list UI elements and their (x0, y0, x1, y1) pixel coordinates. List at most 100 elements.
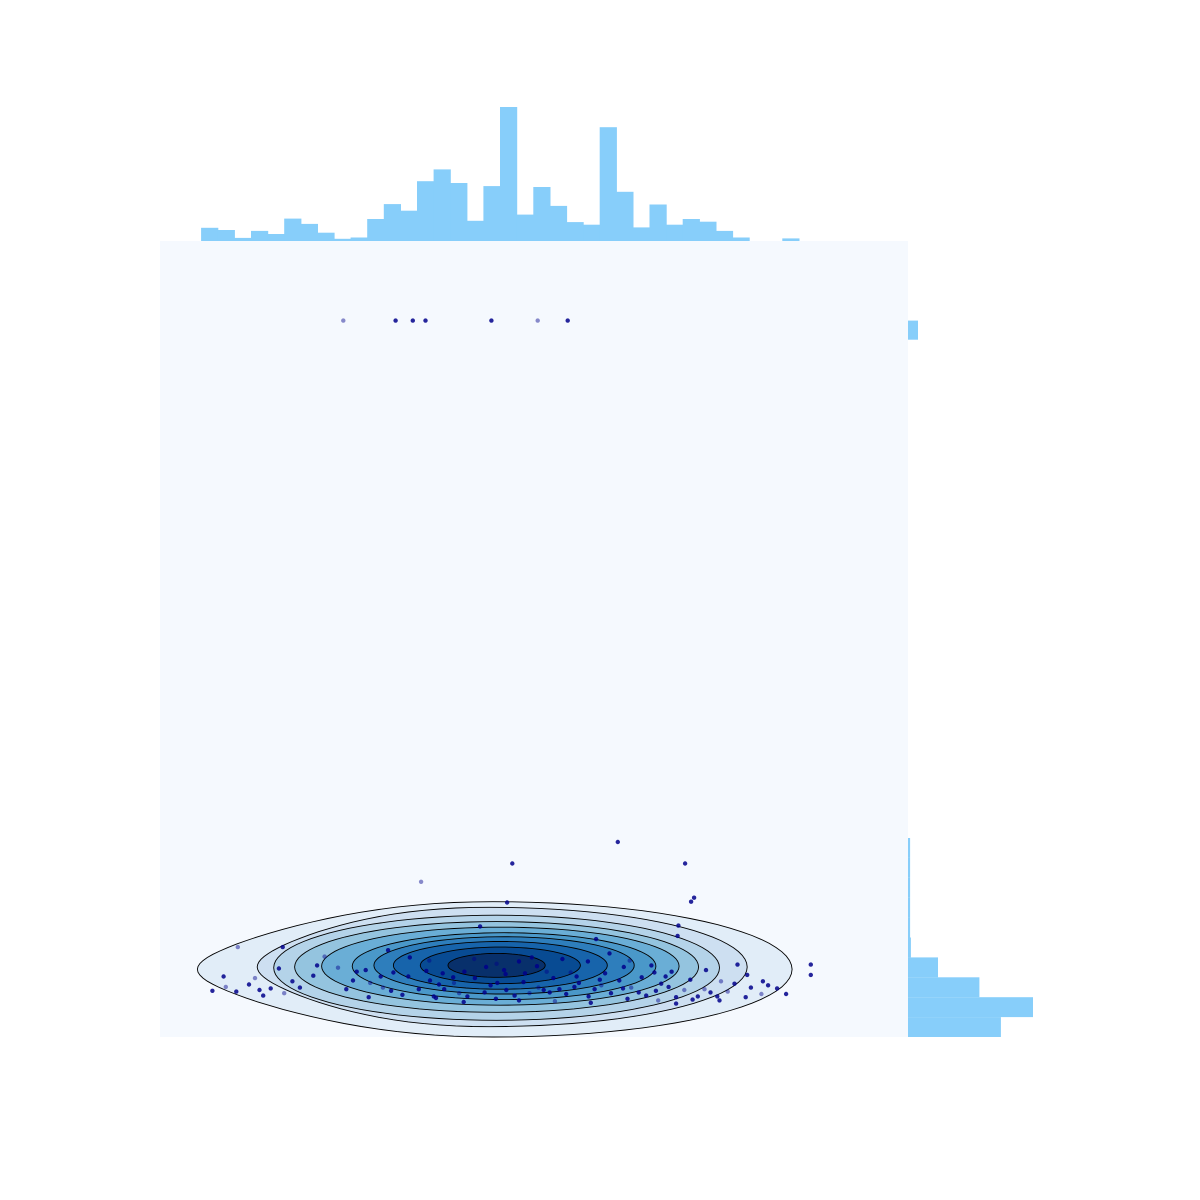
scatter-point (221, 974, 226, 979)
scatter-point (597, 977, 602, 982)
scatter-point (436, 982, 442, 987)
scatter-point (745, 972, 750, 978)
scatter-point (393, 318, 398, 323)
y-hist-bar (908, 838, 911, 858)
scatter-point (354, 969, 359, 974)
scatter-point (621, 964, 626, 970)
y-hist-bar (908, 937, 911, 958)
scatter-point (675, 933, 680, 939)
x-hist-bar (433, 169, 451, 241)
scatter-point (765, 983, 771, 988)
scatter-point (688, 977, 693, 982)
scatter-point (451, 980, 457, 986)
scatter-point (504, 987, 509, 993)
scatter-point (669, 969, 674, 974)
scatter-point (268, 986, 273, 991)
scatter-point (608, 991, 614, 996)
scatter-point (663, 974, 668, 979)
x-hist-bar (682, 219, 700, 241)
scatter-point (592, 987, 597, 992)
scatter-point (461, 999, 466, 1005)
x-hist-bar (400, 210, 418, 241)
scatter-point (314, 963, 320, 968)
scatter-point (656, 998, 661, 1003)
scatter-point (718, 979, 724, 984)
y-hist-bar (908, 977, 980, 998)
x-hist-bar (533, 187, 551, 241)
scatter-point (368, 980, 373, 986)
scatter-point (547, 990, 552, 995)
scatter-point (625, 996, 630, 1001)
x-hist-bar (782, 238, 800, 241)
scatter-point (350, 978, 356, 983)
scatter-point (620, 986, 626, 991)
scatter-point (615, 839, 620, 845)
scatter-point (223, 984, 228, 990)
x-hist-bar (666, 224, 684, 241)
scatter-point (588, 1000, 593, 1005)
scatter-point (629, 985, 634, 990)
scatter-point (560, 956, 565, 962)
scatter-point (297, 985, 303, 990)
x-hist-bar (417, 181, 435, 241)
x-hist-bar (583, 224, 601, 241)
scatter-point (653, 988, 659, 993)
x-hist-bar (317, 232, 335, 241)
scatter-point (627, 958, 632, 963)
scatter-point (442, 987, 447, 992)
scatter-point (732, 981, 737, 986)
x-hist-bar (450, 183, 468, 241)
scatter-point (344, 987, 349, 992)
scatter-point (424, 968, 429, 974)
x-hist-bar (649, 204, 667, 241)
scatter-point (210, 988, 215, 993)
x-hist-bar (284, 218, 302, 241)
scatter-point (639, 975, 644, 980)
scatter-point (512, 993, 517, 998)
scatter-point (551, 975, 556, 981)
scatter-point (385, 948, 391, 953)
scatter-point (483, 964, 489, 970)
y-hist-bar (908, 957, 938, 978)
scatter-point (378, 974, 383, 979)
scatter-point (593, 936, 599, 942)
scatter-point (688, 899, 694, 904)
scatter-point (572, 984, 577, 990)
scatter-point (341, 318, 346, 323)
scatter-point (529, 955, 534, 960)
scatter-point (586, 994, 591, 999)
scatter-point (682, 861, 688, 866)
scatter-point (488, 983, 493, 988)
x-hist-bar (217, 230, 235, 241)
scatter-point (400, 992, 405, 997)
scatter-point (276, 966, 282, 971)
scatter-point (536, 985, 541, 990)
scatter-point (423, 318, 428, 323)
scatter-point (410, 318, 415, 323)
scatter-point (702, 987, 707, 992)
scatter-point (748, 985, 754, 990)
scatter-point (465, 994, 470, 999)
x-hist-bar (267, 234, 285, 241)
y-hist-bar (908, 877, 911, 898)
scatter-point (489, 318, 494, 323)
scatter-point (407, 955, 412, 960)
x-hist-bar (549, 205, 568, 241)
y-hist-bar (908, 857, 911, 878)
scatter-point (599, 983, 604, 988)
scatter-point (783, 991, 789, 997)
scatter-point (565, 318, 570, 323)
kde-contour-level-10 (447, 952, 546, 978)
scatter-point (510, 861, 515, 866)
scatter-point (311, 973, 316, 978)
scatter-point (552, 999, 558, 1004)
scatter-point (682, 987, 687, 993)
scatter-point (535, 318, 540, 323)
scatter-point (282, 991, 287, 996)
x-hist-bar (715, 230, 734, 241)
scatter-points (210, 318, 813, 1006)
scatter-point (760, 979, 766, 984)
x-hist-bar (334, 238, 352, 241)
x-hist-bar (483, 186, 501, 241)
